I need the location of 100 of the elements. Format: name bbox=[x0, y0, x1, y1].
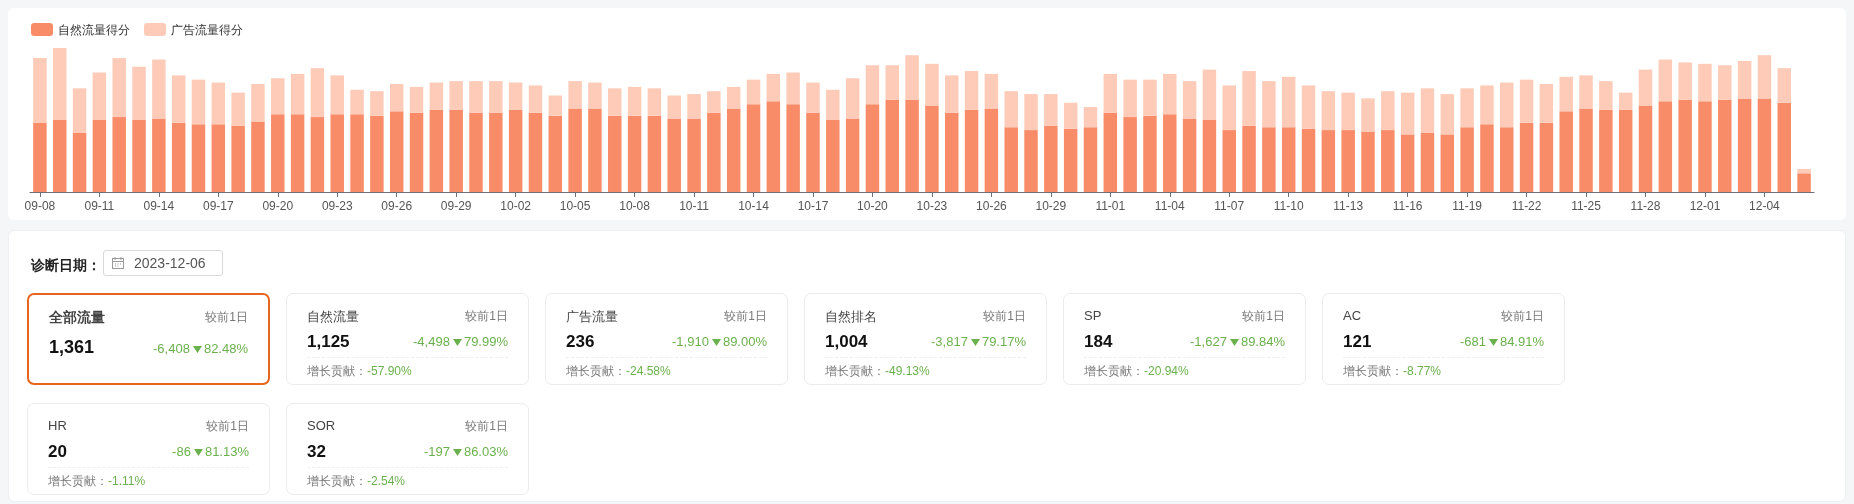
category-label: SOR bbox=[307, 418, 336, 433]
bar bbox=[1202, 120, 1217, 192]
bar bbox=[152, 118, 166, 192]
bar bbox=[211, 124, 226, 192]
bar bbox=[588, 108, 602, 192]
x-tick-label: 09-17 bbox=[202, 199, 234, 213]
x-tick-label: 09-20 bbox=[262, 199, 294, 213]
text: 184 bbox=[1084, 332, 1113, 351]
bar bbox=[508, 82, 523, 110]
bar bbox=[1063, 102, 1078, 129]
x-tick-label: 11-13 bbox=[1333, 199, 1364, 213]
bar bbox=[1678, 99, 1692, 192]
bar bbox=[33, 58, 47, 123]
bar bbox=[52, 48, 67, 120]
x-tick-label: 09-11 bbox=[84, 199, 115, 213]
bar bbox=[72, 88, 87, 133]
bar bbox=[449, 81, 463, 110]
text: 20 bbox=[48, 442, 67, 461]
text: 较前1日 bbox=[465, 308, 508, 325]
bar bbox=[726, 108, 741, 192]
bar bbox=[806, 82, 820, 113]
bar bbox=[1202, 69, 1217, 120]
bar bbox=[766, 101, 781, 192]
bar bbox=[112, 117, 126, 192]
bar bbox=[1777, 68, 1792, 103]
legend-label: 自然流量得分 bbox=[58, 22, 130, 37]
text: 诊断日期： bbox=[31, 257, 101, 275]
x-tick-label: 09-08 bbox=[24, 199, 56, 213]
bar bbox=[905, 99, 919, 192]
text: 79.17% bbox=[981, 334, 1026, 349]
bar bbox=[389, 111, 404, 192]
bar bbox=[1301, 128, 1316, 192]
bar bbox=[1361, 131, 1375, 192]
text: -4,498 bbox=[413, 334, 450, 349]
bar bbox=[370, 115, 384, 192]
x-tick-label: 12-01 bbox=[1689, 199, 1721, 213]
text: 较前1日 bbox=[1501, 308, 1544, 325]
bar bbox=[1658, 59, 1673, 102]
bar bbox=[1222, 85, 1236, 131]
bar bbox=[1460, 88, 1474, 128]
bar bbox=[1242, 71, 1256, 126]
bar bbox=[1698, 63, 1712, 102]
bar bbox=[845, 118, 860, 192]
bar bbox=[152, 59, 166, 119]
bar bbox=[1698, 101, 1712, 192]
x-tick-label: 11-28 bbox=[1630, 199, 1661, 213]
category-label: HR bbox=[48, 418, 67, 433]
bar bbox=[1757, 98, 1772, 192]
bar bbox=[925, 63, 939, 106]
bar bbox=[171, 75, 186, 123]
bar bbox=[964, 71, 979, 110]
x-tick-label: 11-07 bbox=[1214, 199, 1245, 213]
bar bbox=[865, 104, 880, 192]
bar bbox=[1083, 107, 1098, 128]
bar bbox=[1420, 132, 1435, 192]
bar bbox=[944, 112, 959, 192]
bar bbox=[528, 112, 543, 192]
x-tick-label: 12-04 bbox=[1749, 199, 1781, 213]
x-tick-label: 11-10 bbox=[1273, 199, 1304, 213]
bar bbox=[1341, 92, 1355, 131]
bar bbox=[1777, 102, 1792, 192]
category-label: AC bbox=[1343, 308, 1362, 323]
bar bbox=[608, 115, 622, 192]
bar bbox=[271, 114, 285, 192]
bar bbox=[429, 109, 444, 192]
text: 82.48% bbox=[203, 341, 248, 356]
text: 较前1日 bbox=[983, 308, 1026, 325]
bar bbox=[1182, 118, 1197, 192]
bar bbox=[1500, 82, 1514, 128]
bar bbox=[528, 85, 543, 113]
bar bbox=[1797, 173, 1811, 192]
bar bbox=[1281, 127, 1296, 192]
text: 增长贡献：-24.58% bbox=[566, 363, 671, 380]
bar bbox=[1638, 105, 1653, 192]
bar bbox=[746, 104, 761, 192]
bar bbox=[627, 115, 642, 192]
bar bbox=[726, 86, 741, 109]
bar bbox=[1242, 125, 1256, 192]
bar bbox=[350, 89, 364, 115]
bar bbox=[1480, 85, 1494, 125]
text: 较前1日 bbox=[206, 418, 249, 435]
bar bbox=[667, 118, 681, 192]
bar bbox=[1103, 112, 1118, 192]
bar bbox=[1519, 122, 1534, 192]
x-tick-label: 09-29 bbox=[440, 199, 472, 213]
bar bbox=[1182, 81, 1197, 119]
category-label: 全部流量 bbox=[49, 309, 105, 327]
bar bbox=[1103, 73, 1118, 113]
bar bbox=[826, 89, 840, 120]
bar bbox=[330, 114, 344, 192]
text: -1,627 bbox=[1190, 334, 1227, 349]
text: -1,910 bbox=[672, 334, 709, 349]
bar bbox=[964, 109, 979, 192]
bar bbox=[1737, 60, 1752, 99]
bar bbox=[1718, 99, 1732, 192]
bar bbox=[707, 91, 721, 113]
bar bbox=[1797, 168, 1811, 174]
bar bbox=[865, 65, 880, 105]
bar bbox=[191, 79, 206, 125]
bar bbox=[1004, 91, 1018, 128]
